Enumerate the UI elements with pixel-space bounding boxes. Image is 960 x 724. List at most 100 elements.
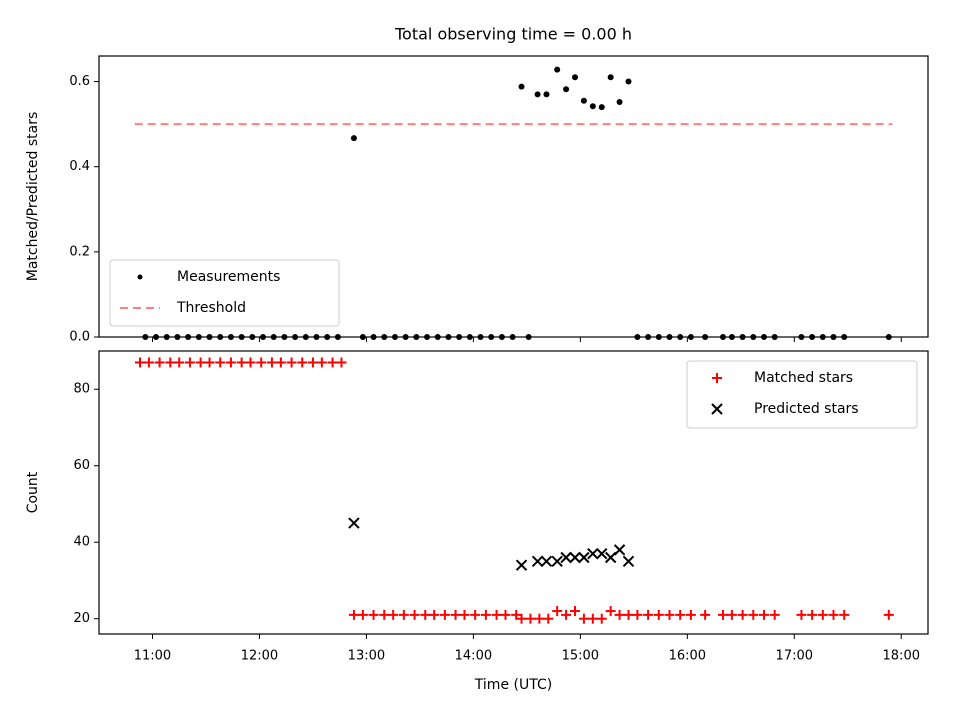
predicted-point [515, 559, 528, 571]
matched-point [817, 609, 828, 620]
measurement-point [456, 334, 463, 340]
matched-point [379, 609, 390, 620]
measurement-point [174, 334, 181, 340]
measurement-point [634, 334, 641, 340]
matched-point [587, 613, 598, 624]
measurement-point [525, 334, 532, 340]
matched-point [336, 357, 347, 368]
matched-point [726, 609, 737, 620]
measurement-point [645, 334, 652, 340]
predicted-point [587, 547, 599, 560]
measurement-point [260, 334, 267, 340]
measurement-point [809, 334, 816, 340]
matched-point [154, 357, 165, 368]
measurement-point [445, 334, 452, 340]
measurement-point [666, 334, 673, 340]
matched-point [685, 609, 696, 620]
matched-point [525, 613, 536, 624]
measurement-point [543, 91, 550, 98]
legend-matched-swatch [712, 373, 722, 383]
matched-point [470, 609, 481, 620]
predicted-point [578, 551, 590, 564]
matched-point [348, 609, 359, 620]
y-tick-label: 40 [73, 535, 90, 550]
measurement-point [572, 74, 579, 81]
measurement-point [206, 334, 213, 340]
matched-point [297, 357, 308, 368]
matched-point [184, 357, 195, 368]
matched-point [195, 357, 206, 368]
measurement-point [292, 334, 299, 340]
matched-point [143, 357, 154, 368]
series-measurements [142, 66, 892, 340]
measurement-point [249, 334, 256, 340]
measurement-point [185, 334, 192, 340]
predicted-point [622, 555, 635, 568]
measurement-point [580, 97, 587, 104]
measurement-point [498, 334, 505, 340]
bottom-panel: 20 40 60 80 11:00 12:00 13:00 14:00 15:00 16:00 17… [25, 350, 929, 693]
measurement-point [227, 334, 234, 340]
measurement-point [655, 334, 662, 340]
matched-point [174, 357, 185, 368]
measurement-point [302, 334, 309, 340]
matched-point [623, 609, 634, 620]
series-matched-stars [135, 357, 894, 624]
matched-point [215, 357, 226, 368]
y-axis-label: Matched/Predicted stars [25, 112, 41, 282]
legend: Matched stars Predicted stars [686, 360, 918, 429]
matched-point [480, 609, 491, 620]
matched-point [516, 613, 527, 624]
predicted-point [596, 547, 608, 560]
measurement-point [413, 334, 420, 340]
legend-label: Predicted stars [754, 401, 859, 417]
matched-point [552, 606, 563, 617]
measurement-point [677, 334, 684, 340]
y-tick-label: 0.0 [69, 330, 90, 345]
measurement-point [534, 91, 541, 98]
measurement-point [719, 334, 726, 340]
y-tick-label: 80 [73, 382, 90, 397]
predicted-point [551, 555, 563, 568]
matched-point [643, 609, 654, 620]
matched-point [632, 609, 643, 620]
matched-point [769, 609, 780, 620]
legend-predicted-swatch [711, 403, 723, 415]
matched-point [357, 609, 368, 620]
measurement-point [739, 334, 746, 340]
matched-point [225, 357, 236, 368]
matched-point [796, 609, 807, 620]
measurement-point [381, 334, 388, 340]
matched-point [420, 609, 431, 620]
matched-point [748, 609, 759, 620]
matched-point [327, 357, 338, 368]
matched-point [578, 613, 589, 624]
measurement-point [750, 334, 757, 340]
matched-point [307, 357, 318, 368]
y-tick-label: 0.2 [69, 244, 90, 259]
matched-point [737, 609, 748, 620]
legend-frame [109, 259, 340, 327]
measurement-point [798, 334, 805, 340]
x-tick-label: 18:00 [883, 649, 920, 664]
measurement-point [281, 334, 288, 340]
matched-point [614, 609, 625, 620]
matched-point [807, 609, 818, 620]
predicted-point [531, 555, 544, 568]
x-tick-label: 17:00 [776, 649, 813, 664]
measurement-point [217, 334, 224, 340]
y-axis-label: Count [25, 471, 41, 513]
measurement-point [466, 334, 473, 340]
measurement-point [334, 334, 341, 340]
matched-point [664, 609, 675, 620]
matched-point [758, 609, 769, 620]
measurement-point [142, 334, 149, 340]
legend-measurement-swatch [137, 274, 143, 280]
matched-point [561, 609, 572, 620]
matched-point [605, 606, 616, 617]
measurement-point [625, 78, 632, 85]
predicted-point [540, 555, 553, 568]
measurement-point [313, 334, 320, 340]
legend-label: Matched stars [754, 370, 853, 386]
measurement-point [563, 86, 570, 93]
